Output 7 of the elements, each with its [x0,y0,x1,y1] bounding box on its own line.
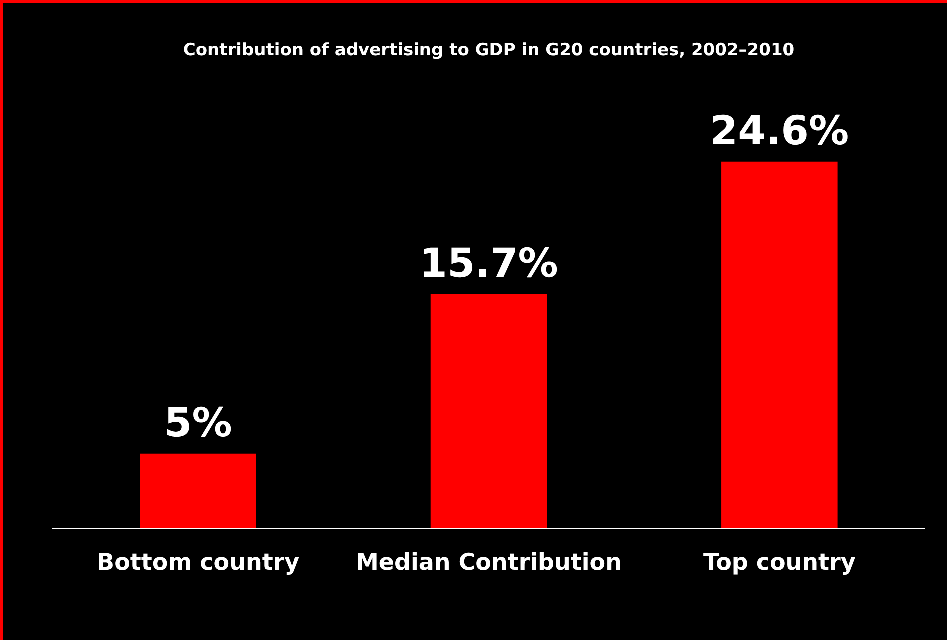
data-label: 24.6% [710,108,850,154]
chart-title: Contribution of advertising to GDP in G20 countries, 2002–2010 [183,40,795,61]
data-label: 15.7% [420,240,558,287]
data-label: 5% [164,400,232,446]
x-tick-label: Top country [703,550,856,576]
x-tick-label: Median Contribution [356,550,622,576]
x-tick-label: Bottom country [97,550,300,576]
